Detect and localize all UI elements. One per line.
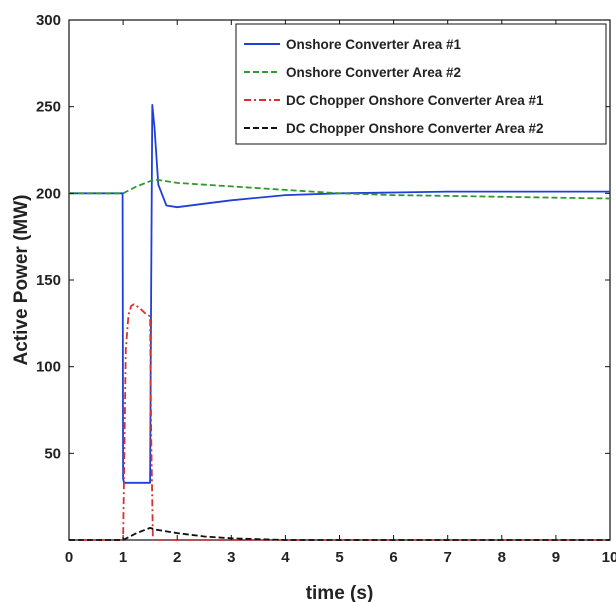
x-tick-label: 7 (444, 549, 452, 566)
legend: Onshore Converter Area #1 Onshore Convert… (235, 23, 607, 145)
y-tick-label: 200 (36, 185, 61, 202)
x-axis-label: time (s) (306, 583, 374, 602)
x-tick-label: 4 (281, 549, 290, 566)
legend-label-2: Onshore Converter Area #2 (286, 65, 461, 80)
x-tick-label: 8 (498, 549, 506, 566)
y-tick-label: 300 (36, 12, 61, 29)
y-tick-label: 250 (36, 99, 61, 116)
y-tick-label: 50 (44, 445, 61, 462)
legend-label-4: DC Chopper Onshore Converter Area #2 (286, 121, 544, 136)
x-tick-label: 10 (602, 549, 616, 566)
legend-label-1: Onshore Converter Area #1 (286, 37, 462, 52)
y-axis-label: Active Power (MW) (11, 194, 32, 365)
series-line-2 (69, 178, 611, 200)
y-tick-label: 150 (36, 272, 61, 289)
series-line-1 (69, 104, 610, 484)
series-line-4 (69, 527, 610, 541)
x-tick-label: 6 (389, 549, 397, 566)
x-tick-label: 5 (335, 549, 343, 566)
legend-label-3: DC Chopper Onshore Converter Area #1 (286, 93, 544, 108)
x-tick-label: 9 (552, 549, 560, 566)
x-tick-label: 2 (173, 549, 181, 566)
y-tick-label: 100 (36, 359, 61, 376)
axes-group: 0 1 2 3 4 5 6 7 8 9 10 50 100 150 200 250 300 (36, 12, 616, 566)
series-line-3 (69, 303, 610, 541)
x-tick-label: 3 (227, 549, 235, 566)
x-tick-label: 1 (119, 549, 127, 566)
series-group (69, 104, 611, 541)
x-tick-label: 0 (65, 549, 73, 566)
legend-box (235, 23, 607, 145)
